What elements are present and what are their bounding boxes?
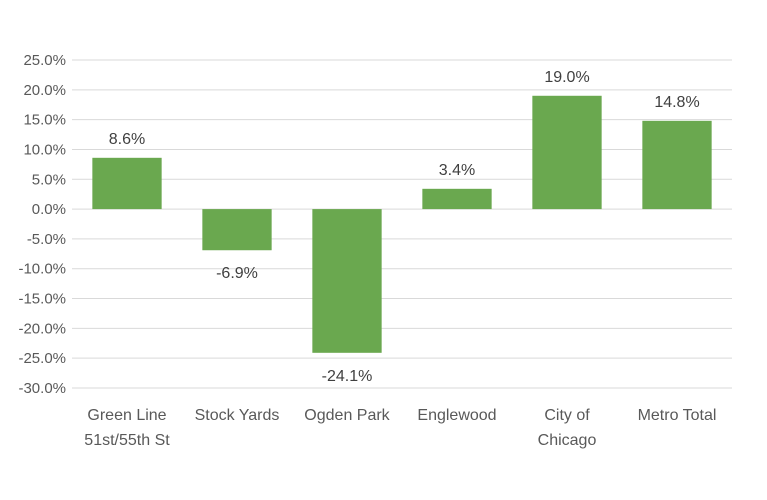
data-label: -6.9% — [216, 265, 258, 282]
bar — [312, 209, 382, 353]
y-tick-label: 15.0% — [23, 112, 66, 129]
category-label: City of — [544, 407, 590, 424]
category-label: Englewood — [417, 407, 496, 424]
y-tick-label: 10.0% — [23, 141, 66, 158]
category-label: 51st/55th St — [84, 432, 170, 449]
gridlines — [72, 59, 732, 389]
category-label: Green Line — [87, 407, 166, 424]
category-label: Chicago — [538, 432, 597, 449]
y-tick-label: 20.0% — [23, 82, 66, 99]
data-labels: 8.6% -6.9% -24.1% 3.4% 19.0% 14.8% — [109, 69, 700, 385]
category-label: Ogden Park — [304, 407, 390, 424]
data-label: 19.0% — [544, 69, 589, 86]
data-label: 14.8% — [654, 94, 699, 111]
bar — [422, 188, 492, 210]
y-tick-label: -30.0% — [18, 380, 66, 397]
data-label: 8.6% — [109, 131, 145, 148]
category-label: Metro Total — [638, 407, 717, 424]
bar — [202, 209, 272, 251]
bar — [532, 95, 602, 210]
y-tick-label: -10.0% — [18, 261, 66, 278]
y-tick-label: -20.0% — [18, 320, 66, 337]
bar — [92, 157, 162, 210]
y-tick-label: -5.0% — [27, 231, 66, 248]
y-tick-label: 25.0% — [23, 52, 66, 69]
y-tick-label: 5.0% — [32, 171, 66, 188]
y-tick-label: -25.0% — [18, 350, 66, 367]
data-label: -24.1% — [322, 368, 373, 385]
data-label: 3.4% — [439, 162, 475, 179]
y-axis-tick-labels: 25.0% 20.0% 15.0% 10.0% 5.0% 0.0% -5.0% -10.0% -… — [18, 52, 66, 397]
category-label: Stock Yards — [195, 407, 280, 424]
y-tick-label: 0.0% — [32, 201, 66, 218]
category-labels: Green Line 51st/55th St Stock Yards Ogden P… — [84, 407, 716, 449]
bar — [642, 120, 712, 210]
y-tick-label: -15.0% — [18, 291, 66, 308]
bars — [92, 95, 712, 353]
